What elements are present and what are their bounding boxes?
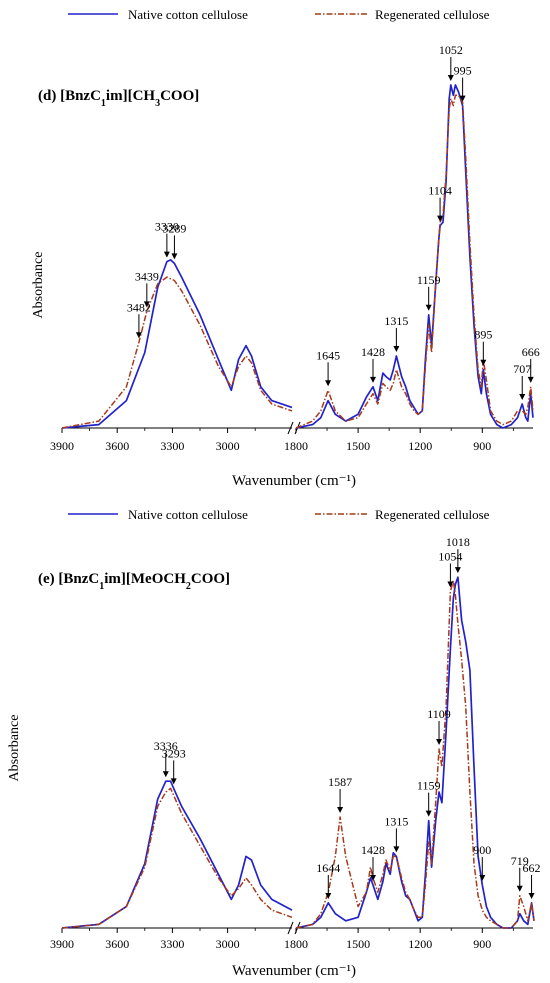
annotation-label-719: 719 <box>511 854 529 868</box>
annotation-label-1159: 1159 <box>417 273 441 287</box>
x-axis-label: Wavenumber (cm⁻¹) <box>232 963 356 979</box>
annotation-arrowhead-3293 <box>170 778 177 785</box>
x-tick-label-3900: 3900 <box>50 439 74 453</box>
annotation-arrowhead-1644 <box>325 892 332 899</box>
annotation-label-3330: 3330 <box>155 220 179 234</box>
x-tick-label-3900: 3900 <box>50 937 74 951</box>
legend-label-native: Native cotton cellulose <box>128 7 248 22</box>
annotation-label-707: 707 <box>513 362 531 376</box>
annotation-label-3439: 3439 <box>135 269 159 283</box>
annotation-label-662: 662 <box>523 861 541 875</box>
annotation-label-1104: 1104 <box>428 184 452 198</box>
annotation-label-1018: 1018 <box>446 535 470 549</box>
x-tick-label-900: 900 <box>473 439 491 453</box>
x-tick-label-3600: 3600 <box>105 439 129 453</box>
annotation-arrowhead-1587 <box>337 807 344 814</box>
x-tick-label-3600: 3600 <box>105 937 129 951</box>
legend-label-regenerated: Regenerated cellulose <box>375 7 490 22</box>
axis-break-mark <box>287 921 294 935</box>
annotation-arrowhead-1645 <box>325 380 332 387</box>
series-regenerated-segment-2 <box>295 579 535 929</box>
annotation-label-900: 900 <box>473 843 491 857</box>
x-tick-label-1200: 1200 <box>408 439 432 453</box>
x-tick-label-1800: 1800 <box>284 439 308 453</box>
annotation-arrowhead-1315 <box>393 846 400 853</box>
annotation-arrowhead-1018 <box>454 567 461 574</box>
annotation-label-1052: 1052 <box>439 43 463 57</box>
x-tick-label-1800: 1800 <box>284 937 308 951</box>
annotation-arrowhead-900 <box>479 875 486 882</box>
annotation-label-1645: 1645 <box>316 348 340 362</box>
annotation-label-1428: 1428 <box>361 345 385 359</box>
annotation-arrowhead-995 <box>459 95 466 102</box>
x-tick-label-900: 900 <box>473 937 491 951</box>
annotation-arrowhead-3482 <box>135 332 142 339</box>
annotation-label-1428: 1428 <box>361 843 385 857</box>
series-native-segment-1 <box>61 259 293 429</box>
axis-break-mark <box>287 421 294 435</box>
x-tick-label-3000: 3000 <box>216 937 240 951</box>
annotation-label-666: 666 <box>522 345 540 359</box>
annotation-label-3293: 3293 <box>162 746 186 760</box>
panel-title: (e) [BnzC1im][MeOCH2COO] <box>38 571 230 592</box>
annotation-arrowhead-666 <box>527 376 534 383</box>
annotation-arrowhead-1315 <box>393 345 400 352</box>
annotation-arrowhead-1109 <box>436 739 443 745</box>
annotation-arrowhead-1052 <box>447 75 454 81</box>
annotation-arrowhead-1428 <box>369 875 376 882</box>
y-axis-label: Absorbance <box>31 252 46 319</box>
legend-label-regenerated: Regenerated cellulose <box>375 507 490 522</box>
x-tick-label-3300: 3300 <box>160 937 184 951</box>
annotation-arrowhead-3289 <box>171 253 178 260</box>
panel-title: (d) [BnzC1im][CH3COO] <box>38 88 199 109</box>
annotation-label-895: 895 <box>474 328 492 342</box>
x-axis-label: Wavenumber (cm⁻¹) <box>232 473 356 489</box>
x-tick-label-1500: 1500 <box>346 937 370 951</box>
series-native-segment-2 <box>295 84 534 429</box>
x-tick-label-3300: 3300 <box>160 439 184 453</box>
x-tick-label-1200: 1200 <box>408 937 432 951</box>
annotation-label-995: 995 <box>454 64 472 78</box>
annotation-arrowhead-1428 <box>369 376 376 383</box>
annotation-arrowhead-662 <box>528 892 535 899</box>
annotation-label-1315: 1315 <box>384 814 408 828</box>
annotation-label-1109: 1109 <box>427 707 451 721</box>
annotation-label-1054: 1054 <box>438 549 462 563</box>
annotation-arrowhead-1104 <box>437 215 444 222</box>
series-regenerated-segment-2 <box>295 94 534 429</box>
x-tick-label-1500: 1500 <box>346 439 370 453</box>
annotation-label-1644: 1644 <box>316 861 340 875</box>
annotation-arrowhead-3336 <box>162 771 169 778</box>
series-regenerated-segment-1 <box>61 276 293 429</box>
annotation-label-3482: 3482 <box>127 300 151 314</box>
annotation-arrowhead-707 <box>519 393 526 400</box>
annotation-arrowhead-3439 <box>143 301 150 308</box>
annotation-label-3336: 3336 <box>154 739 178 753</box>
annotation-label-3289: 3289 <box>162 221 186 235</box>
annotation-arrowhead-3330 <box>163 251 170 258</box>
annotation-label-1159: 1159 <box>417 779 441 793</box>
annotation-arrowhead-1159 <box>425 304 432 311</box>
annotation-arrowhead-895 <box>480 359 487 366</box>
annotation-arrowhead-1159 <box>425 810 432 817</box>
annotation-arrowhead-719 <box>516 885 523 892</box>
y-axis-label: Absorbance <box>7 715 22 782</box>
annotation-arrowhead-1054 <box>447 581 454 588</box>
annotation-label-1315: 1315 <box>384 314 408 328</box>
series-native-segment-1 <box>61 780 293 929</box>
legend-label-native: Native cotton cellulose <box>128 507 248 522</box>
annotation-label-1587: 1587 <box>328 775 352 789</box>
x-tick-label-3000: 3000 <box>216 439 240 453</box>
series-regenerated-segment-1 <box>61 787 293 929</box>
